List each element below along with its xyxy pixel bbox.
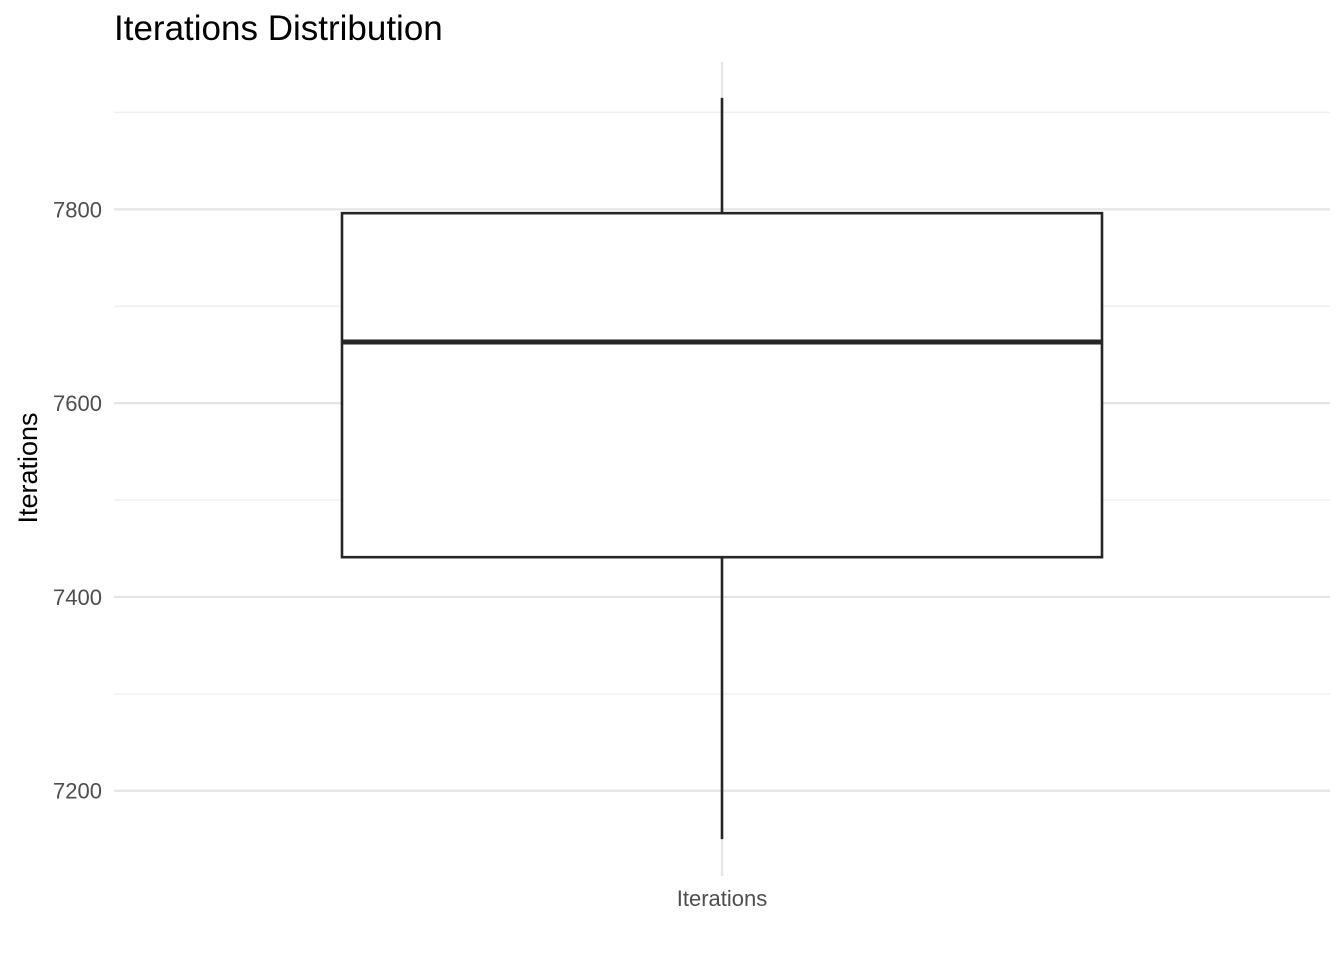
labels-layer: 7200 7400 7600 7800 Iterations [53,197,767,911]
y-tick-label: 7200 [53,779,102,804]
marks-layer [340,97,1104,840]
x-tick-label: Iterations [677,886,768,911]
y-tick-label: 7400 [53,585,102,610]
y-tick-label: 7600 [53,391,102,416]
y-axis-title: Iterations [13,412,43,523]
chart-title: Iterations Distribution [114,9,443,48]
y-tick-label: 7800 [53,197,102,222]
iqr-box [340,211,1104,559]
